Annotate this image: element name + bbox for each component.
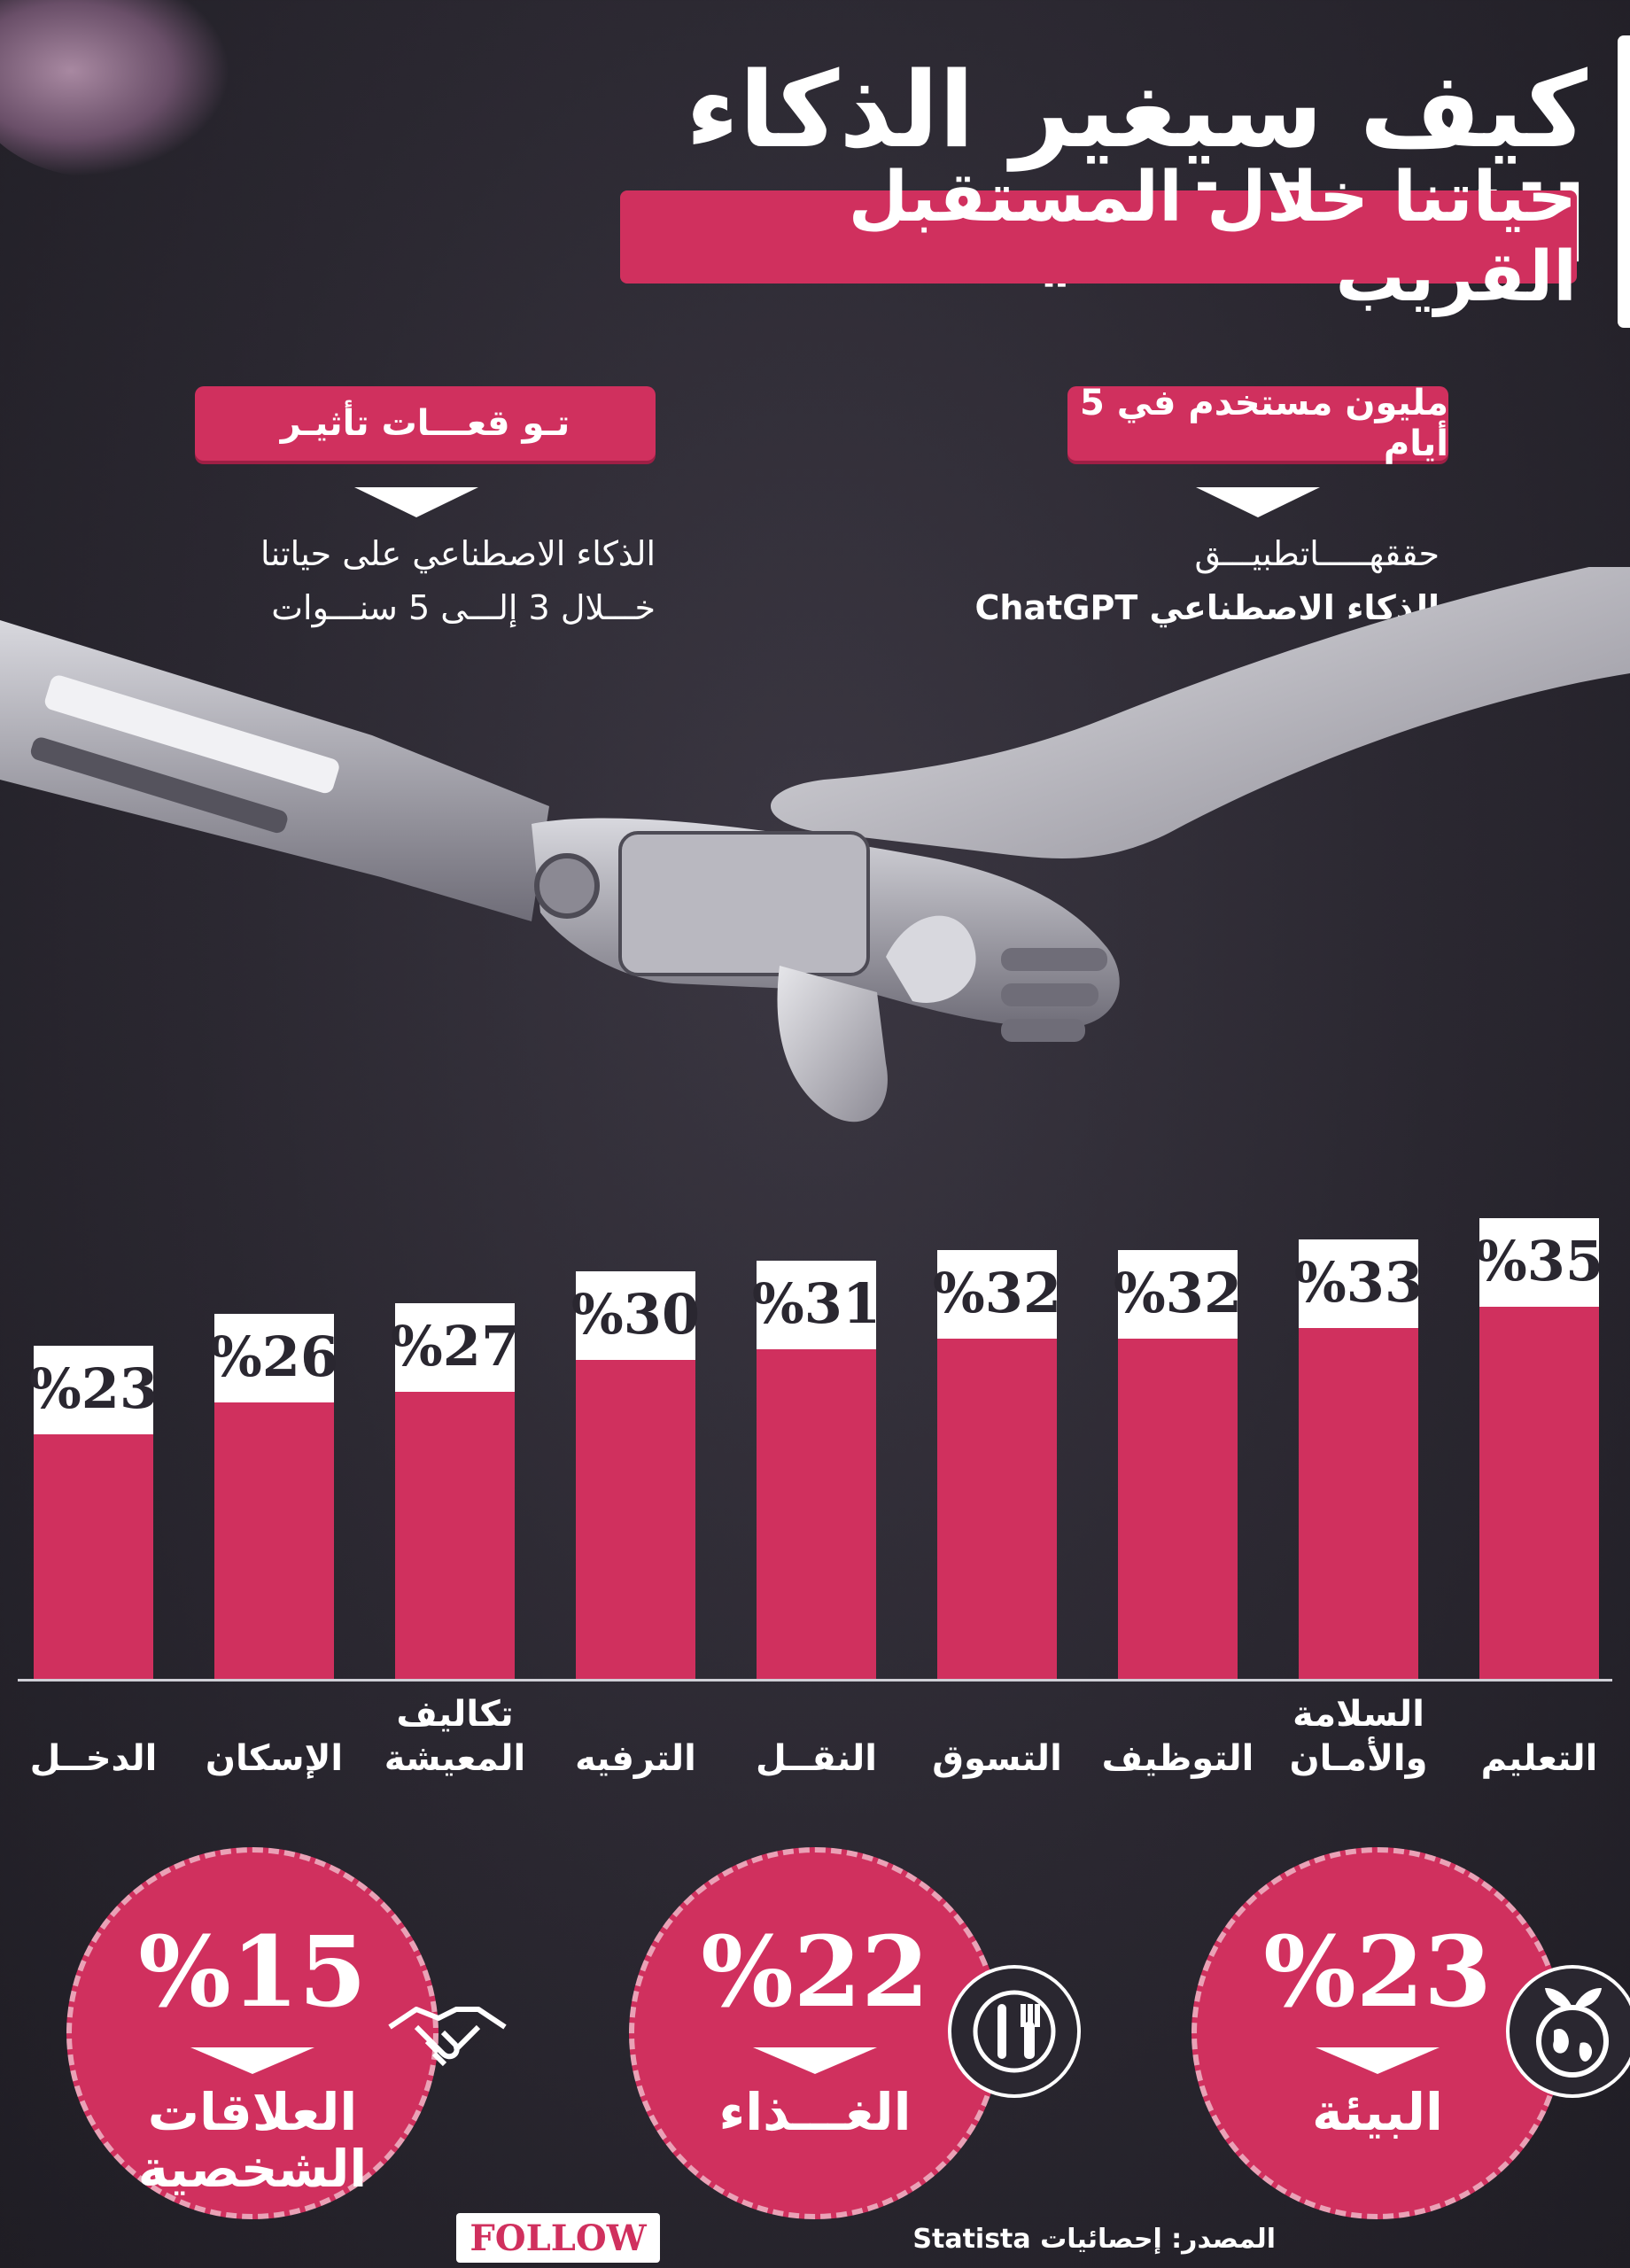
plate-cutlery-icon	[948, 1965, 1081, 2098]
x-tick-label-line: الإسكان	[205, 1738, 344, 1779]
bar-value-label-5: %31	[752, 1271, 881, 1336]
stat-circle-food-arrow	[753, 2047, 877, 2074]
x-tick-label-6: الترفيه	[552, 1736, 720, 1781]
x-tick-label-3: التوظيف	[1094, 1736, 1262, 1781]
x-tick-label-line: التعليم	[1480, 1738, 1598, 1779]
brand-logo-corner	[0, 0, 230, 177]
bar-value-box-2	[1299, 1239, 1418, 1328]
x-tick-label-8: الإسكان	[190, 1736, 359, 1781]
x-tick-label-line: التوظيف	[1101, 1738, 1254, 1779]
stat-circle-environment-label: البيئة	[1197, 2082, 1558, 2142]
stat-circle-relationships: %15 العلاقات الشخصية	[66, 1847, 439, 2219]
x-tick-label-line: الدخــل	[29, 1738, 158, 1779]
bar-2	[1299, 1328, 1418, 1679]
stat-circle-relationships-label-line2: الشخصية	[137, 2138, 368, 2199]
bar-5	[757, 1349, 876, 1679]
callout-left-line1: الذكاء الاصطناعي على حياتنا	[260, 534, 656, 573]
bar-value-box-8	[214, 1314, 334, 1402]
x-tick-label-line: الترفيه	[575, 1738, 696, 1779]
callout-right-arrow	[1196, 487, 1320, 517]
bar-value-label-1: %35	[1475, 1229, 1603, 1293]
bar-value-box-6	[576, 1271, 695, 1360]
callout-left-badge: تـو قعـــات تأثيـر	[195, 386, 656, 461]
x-tick-label-7: تكاليف المعيشة	[371, 1692, 539, 1781]
x-tick-label-1: التعليم	[1455, 1736, 1624, 1781]
stat-circle-food: %22 الغـــذاء	[629, 1847, 1001, 2219]
source-note: المصدر: إحصائيات Statista	[912, 2224, 1276, 2255]
bar-value-label-9: %23	[29, 1356, 158, 1421]
stat-circle-food-value: %22	[701, 1915, 929, 2029]
earth-plant-icon	[1506, 1965, 1630, 2098]
bar-3	[1118, 1339, 1238, 1679]
x-tick-label-line: النقــل	[756, 1738, 877, 1779]
callout-left-text: الذكاء الاصطناعي على حياتنا خـــلال 3 إل…	[195, 527, 656, 635]
bar-chart: %35 %33 %32 %32 %31 %30 %27 %26 %23	[29, 1218, 1603, 1679]
brand-logo: FOLLOW	[456, 2213, 660, 2263]
bar-value-box-4	[937, 1250, 1057, 1339]
bar-value-label-3: %32	[1114, 1261, 1242, 1325]
bar-value-label-7: %27	[391, 1314, 519, 1379]
bar-value-box-3	[1118, 1250, 1238, 1339]
callout-right-badge: مليون مستخدم في 5 أيام	[1067, 383, 1448, 464]
stat-circle-food-label-line: الغـــذاء	[718, 2082, 912, 2142]
bar-value-label-6: %30	[571, 1282, 700, 1347]
stat-circle-relationships-value: %15	[138, 1915, 367, 2029]
stat-circle-food-label: الغـــذاء	[634, 2082, 996, 2142]
x-tick-label-line: المعيشة	[384, 1738, 526, 1779]
x-tick-label-9: الدخــل	[10, 1736, 178, 1781]
x-tick-label-4: التسوق	[913, 1736, 1082, 1781]
x-tick-label-line: والأمـان	[1289, 1738, 1428, 1779]
handshake-icon	[381, 1965, 514, 2098]
bar-value-box-5	[757, 1261, 876, 1349]
bar-8	[214, 1402, 334, 1679]
page-subtitle: حياتنا خلال المستقبل القريب	[620, 158, 1577, 317]
robot-human-handshake-image	[0, 567, 1630, 1122]
bar-7	[395, 1392, 515, 1679]
bar-value-box-9	[34, 1346, 153, 1434]
stat-circle-relationships-label-line1: العلاقات	[147, 2082, 358, 2142]
stat-circle-environment-label-line: البيئة	[1312, 2082, 1443, 2142]
callout-left-line2: خـــلال 3 إلـــى 5 سنـــوات	[271, 587, 656, 627]
x-axis-line	[18, 1679, 1612, 1682]
x-tick-label-line: تكاليف	[396, 1694, 514, 1735]
bar-value-label-4: %32	[933, 1261, 1061, 1325]
bar-6	[576, 1360, 695, 1679]
stat-circle-environment-value: %23	[1263, 1915, 1492, 2029]
bar-1	[1479, 1307, 1599, 1679]
callout-right-line1: حققهـــــاتطبيـــق	[1194, 534, 1440, 573]
bar-value-box-7	[395, 1303, 515, 1392]
stat-circle-relationships-arrow	[190, 2047, 314, 2074]
bar-value-label-8: %26	[210, 1324, 338, 1389]
x-tick-label-line: التسوق	[932, 1738, 1062, 1779]
accent-bar	[1618, 35, 1630, 328]
callout-left-arrow	[354, 487, 478, 517]
bar-4	[937, 1339, 1057, 1679]
bar-value-label-2: %33	[1294, 1250, 1423, 1315]
x-tick-label-line: السلامة	[1292, 1694, 1424, 1735]
x-tick-label-2: السلامة والأمـان	[1275, 1692, 1443, 1781]
stat-circle-relationships-label: العلاقات الشخصية	[72, 2082, 433, 2199]
x-tick-label-5: النقــل	[733, 1736, 901, 1781]
bar-value-box-1	[1479, 1218, 1599, 1307]
bar-9	[34, 1434, 153, 1679]
stat-circle-environment-arrow	[1316, 2047, 1440, 2074]
